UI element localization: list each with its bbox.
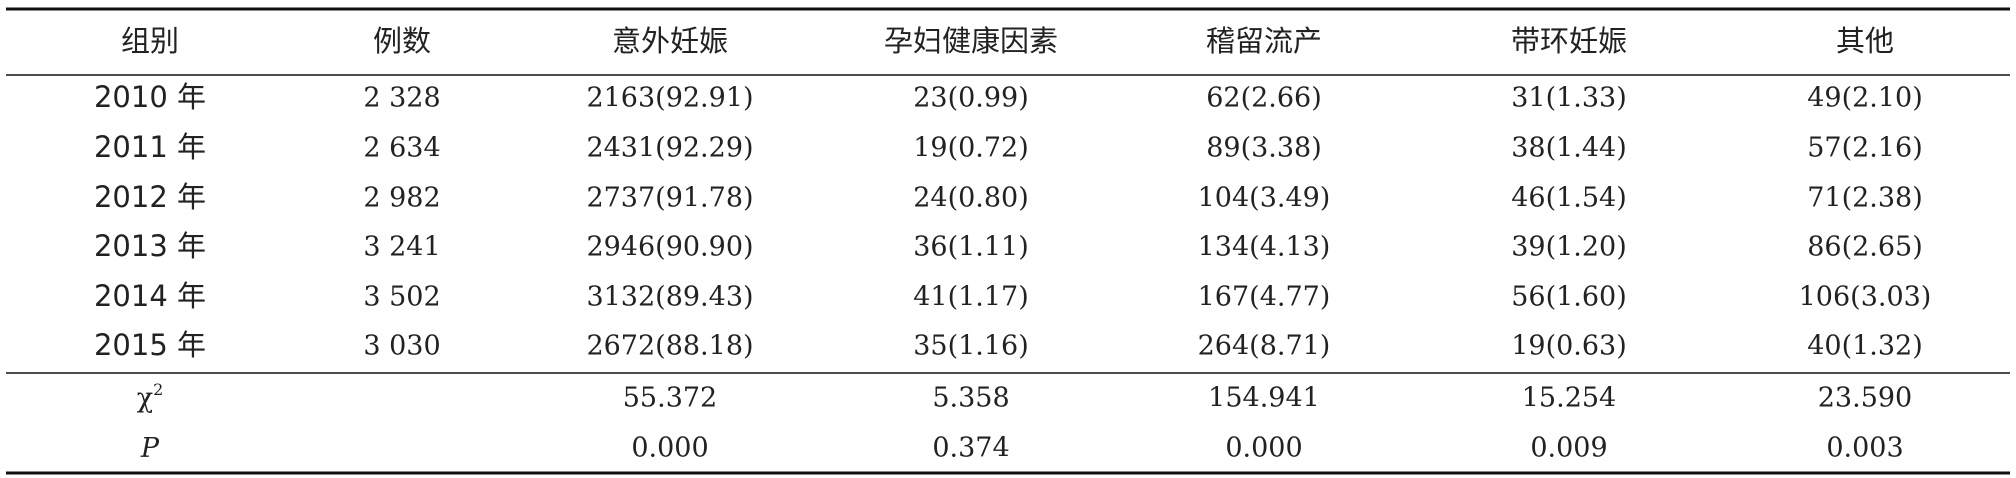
cell: 39(1.20) <box>1511 232 1627 263</box>
column-header: 例数 <box>373 24 431 58</box>
cell: 36(1.11) <box>913 232 1029 263</box>
stat-label: P <box>140 433 160 464</box>
cell: 2431(92.29) <box>586 133 753 164</box>
cell: 167(4.77) <box>1198 282 1331 313</box>
stat-value: 0.003 <box>1826 433 1903 464</box>
column-header: 带环妊娠 <box>1511 24 1627 58</box>
stat-symbol: P <box>140 433 160 464</box>
cell: 40(1.32) <box>1807 331 1923 362</box>
cell: 3 241 <box>363 232 440 263</box>
row-label: 2012 年 <box>94 180 206 214</box>
cell: 106(3.03) <box>1799 282 1932 313</box>
stat-value: 5.358 <box>932 383 1009 414</box>
cell: 31(1.33) <box>1511 83 1627 114</box>
cell: 2 328 <box>363 83 440 114</box>
stat-value: 55.372 <box>623 383 717 414</box>
cell: 89(3.38) <box>1206 133 1322 164</box>
row-label: 2010 年 <box>94 80 206 114</box>
cell: 46(1.54) <box>1511 183 1627 214</box>
column-header: 组别 <box>121 24 179 58</box>
cell: 19(0.72) <box>913 133 1029 164</box>
column-header: 孕妇健康因素 <box>884 24 1058 58</box>
stat-superscript: 2 <box>153 380 163 399</box>
stat-value: 0.374 <box>932 433 1009 464</box>
stat-value: 23.590 <box>1818 383 1912 414</box>
stat-label: χ2 <box>137 380 164 414</box>
cell: 264(8.71) <box>1198 331 1331 362</box>
cell: 2163(92.91) <box>586 83 753 114</box>
cell: 2946(90.90) <box>586 232 753 263</box>
cell: 23(0.99) <box>913 83 1029 114</box>
stat-symbol: χ <box>137 383 153 414</box>
cell: 41(1.17) <box>913 282 1029 313</box>
cell: 57(2.16) <box>1807 133 1923 164</box>
cell: 38(1.44) <box>1511 133 1627 164</box>
cell: 104(3.49) <box>1198 183 1331 214</box>
row-label: 2014 年 <box>94 279 206 313</box>
cell: 3 502 <box>363 282 440 313</box>
cell: 3132(89.43) <box>586 282 753 313</box>
cell: 2 634 <box>363 133 440 164</box>
cell: 62(2.66) <box>1206 83 1322 114</box>
stat-value: 0.000 <box>631 433 708 464</box>
cell: 2 982 <box>363 183 440 214</box>
cell: 71(2.38) <box>1807 183 1923 214</box>
cell: 49(2.10) <box>1807 83 1923 114</box>
cell: 134(4.13) <box>1198 232 1331 263</box>
cell: 86(2.65) <box>1807 232 1923 263</box>
cell: 19(0.63) <box>1511 331 1627 362</box>
column-header: 意外妊娠 <box>612 24 728 58</box>
row-label: 2013 年 <box>94 229 206 263</box>
cell: 2737(91.78) <box>586 183 753 214</box>
stat-value: 154.941 <box>1208 383 1320 414</box>
column-header: 其他 <box>1836 24 1894 58</box>
cell: 35(1.16) <box>913 331 1029 362</box>
cell: 56(1.60) <box>1511 282 1627 313</box>
cell: 3 030 <box>363 331 440 362</box>
cell: 24(0.80) <box>913 183 1029 214</box>
stat-value: 15.254 <box>1522 383 1616 414</box>
column-header: 稽留流产 <box>1206 24 1322 58</box>
row-label: 2011 年 <box>94 130 206 164</box>
row-label: 2015 年 <box>94 328 206 362</box>
stat-value: 0.009 <box>1530 433 1607 464</box>
stat-value: 0.000 <box>1225 433 1302 464</box>
cell: 2672(88.18) <box>586 331 753 362</box>
